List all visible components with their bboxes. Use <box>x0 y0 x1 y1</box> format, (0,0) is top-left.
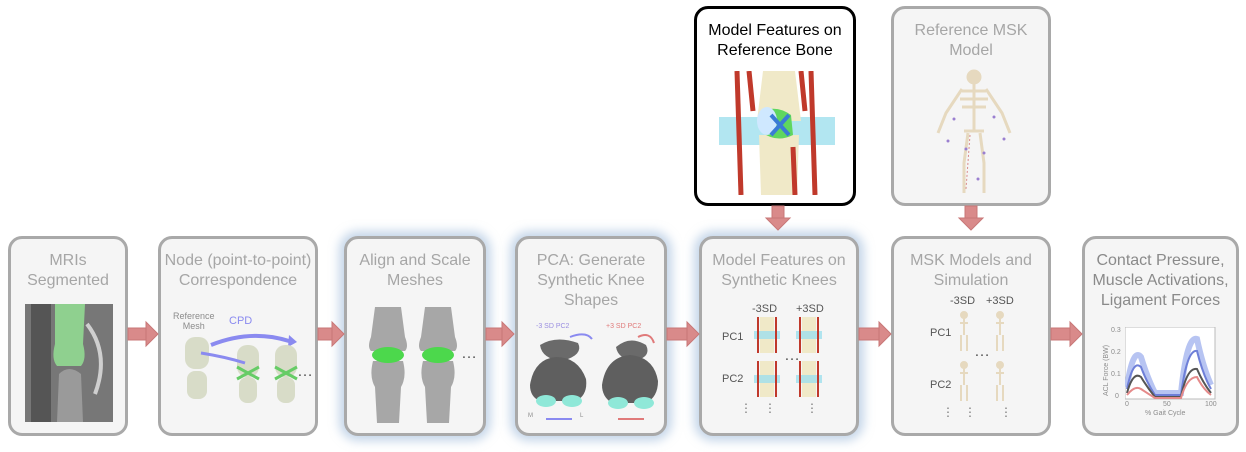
step-mri-segmented: MRIs Segmented <box>8 236 128 436</box>
gait-cycle-xlabel: % Gait Cycle <box>1145 410 1186 417</box>
ytick-0: 0 <box>1115 393 1119 400</box>
step-title: Model Features on Synthetic Knees <box>712 252 846 289</box>
step-title: PCA: Generate Synthetic Knee Shapes <box>536 252 646 309</box>
row-pc1: PC1 <box>930 327 952 339</box>
reference-mesh-label: Reference Mesh <box>173 311 215 331</box>
ytick-0.3: 0.3 <box>1111 327 1121 334</box>
arrow-down-icon <box>764 205 792 231</box>
col-plus-3sd: +3SD <box>986 295 1014 307</box>
step-pca: PCA: Generate Synthetic Knee Shapes -3 S… <box>515 236 667 436</box>
step-model-features-reference: Model Features on Reference Bone <box>694 6 856 206</box>
arrow-right-icon <box>127 320 159 348</box>
step-reference-msk: Reference MSK Model <box>891 6 1051 206</box>
arrow-right-icon <box>1050 320 1083 348</box>
ellipsis: … <box>784 347 801 364</box>
step-title: Model Features on Reference Bone <box>708 22 842 59</box>
step-title: Align and Scale Meshes <box>359 252 471 289</box>
step-align-scale: Align and Scale Meshes … <box>344 236 486 436</box>
step-msk-simulation: MSK Models and Simulation -3SD +3SD PC1 … <box>891 236 1051 436</box>
aligned-meshes-illustration <box>369 307 457 423</box>
axis-l-label: L <box>580 413 584 419</box>
step-node-correspondence: Node (point-to-point) Correspondence Ref… <box>158 236 318 436</box>
xtick-0: 0 <box>1125 401 1129 408</box>
axis-m-label: M <box>528 413 533 419</box>
ellipsis: … <box>974 343 991 360</box>
step-title: Node (point-to-point) Correspondence <box>164 252 312 289</box>
ellipsis: … <box>461 345 478 362</box>
step-title: MSK Models and Simulation <box>910 252 1032 289</box>
arrow-right-icon <box>858 320 892 348</box>
ellipsis: … <box>297 363 314 380</box>
minus-pc2-label: -3 SD PC2 <box>536 323 570 330</box>
arrow-down-icon <box>957 205 985 231</box>
row-pc2: PC2 <box>722 373 744 385</box>
xtick-100: 100 <box>1205 401 1217 408</box>
col-plus-3sd: +3SD <box>796 303 824 315</box>
cpd-label: CPD <box>229 315 253 327</box>
correspondence-illustration <box>185 333 298 403</box>
skeleton-figure <box>936 69 1012 193</box>
step-model-features-synthetic: Model Features on Synthetic Knees -3SD +… <box>699 236 859 436</box>
step-title: Reference MSK Model <box>914 22 1028 59</box>
mri-image <box>25 304 113 422</box>
step-title: MRIs Segmented <box>27 252 109 289</box>
plus-pc2-label: +3 SD PC2 <box>606 323 642 330</box>
col-minus-3sd: -3SD <box>950 295 976 307</box>
row-pc2: PC2 <box>930 379 952 391</box>
step-output-results: Contact Pressure, Muscle Activations, Li… <box>1082 236 1239 436</box>
ytick-0.2: 0.2 <box>1111 349 1121 356</box>
step-title: Contact Pressure, Muscle Activations, Li… <box>1092 252 1229 309</box>
ytick-0.1: 0.1 <box>1111 371 1121 378</box>
arrow-right-icon <box>485 320 515 348</box>
reference-bone-features <box>719 71 835 195</box>
msk-model-grid <box>960 311 1004 401</box>
row-pc1: PC1 <box>722 331 744 343</box>
xtick-50: 50 <box>1163 401 1171 408</box>
synthetic-knee-shapes <box>530 333 658 420</box>
arrow-right-icon <box>666 320 700 348</box>
arrow-right-icon <box>317 320 345 348</box>
acl-force-plot <box>1125 327 1216 400</box>
synthetic-knee-features-grid <box>754 317 822 397</box>
col-minus-3sd: -3SD <box>752 303 778 315</box>
